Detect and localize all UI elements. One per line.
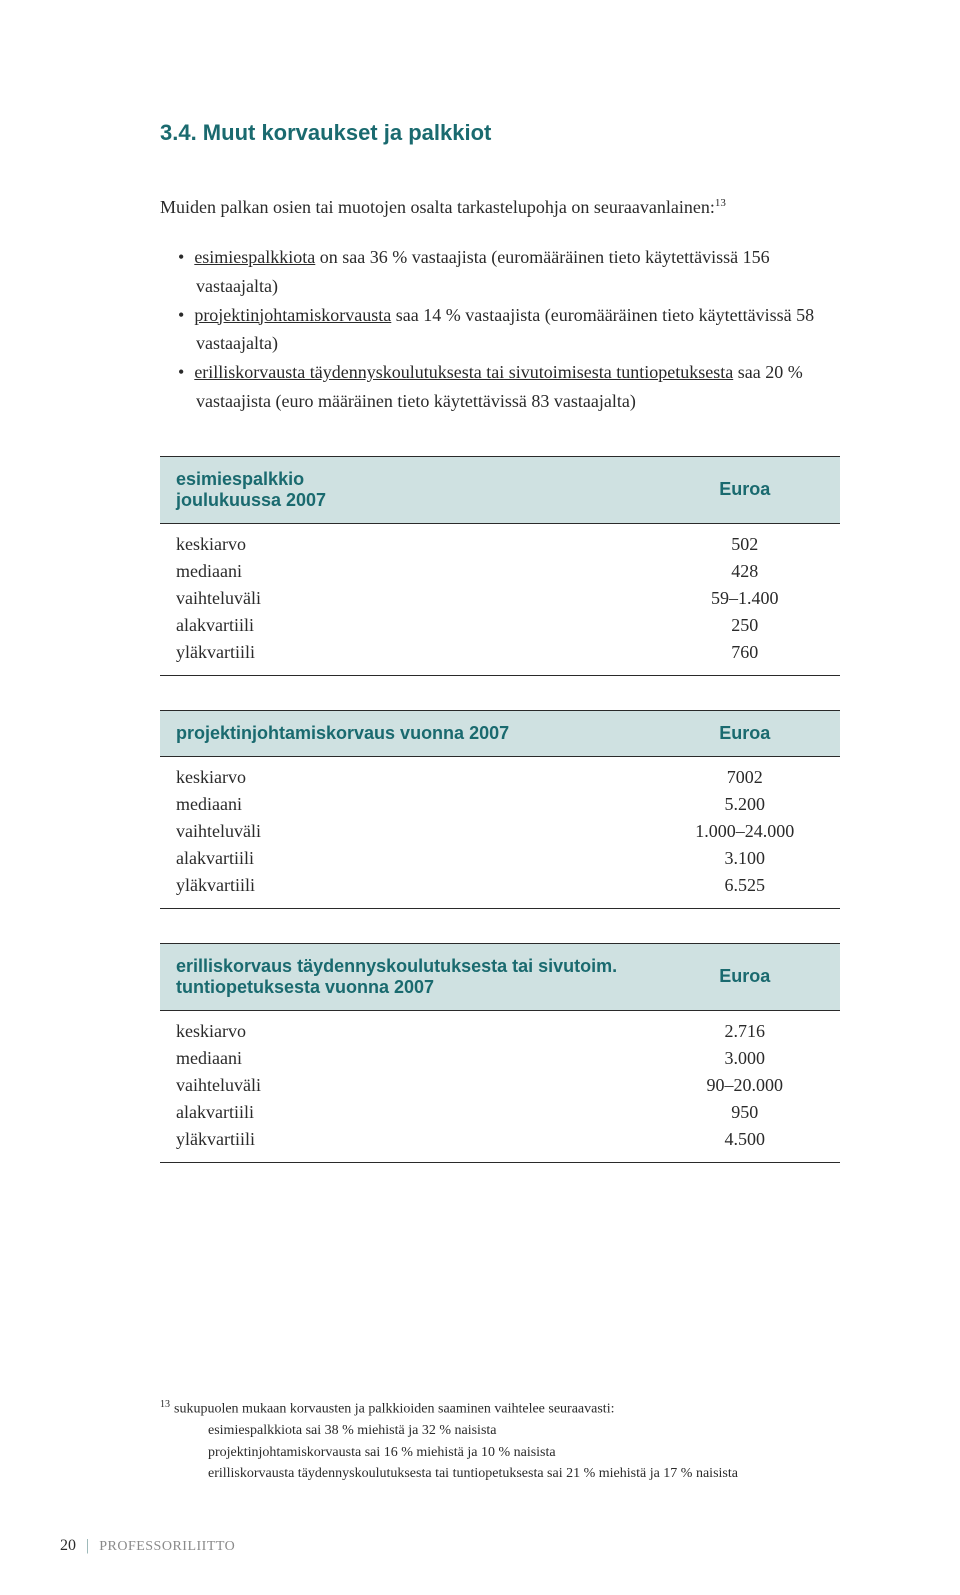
table-title-line: erilliskorvaus täydennyskoulutuksesta ta… <box>176 956 617 976</box>
table-row: mediaani5.200 <box>160 791 840 818</box>
intro-text: Muiden palkan osien tai muotojen osalta … <box>160 197 715 217</box>
footnote-lead: sukupuolen mukaan korvausten ja palkkioi… <box>174 1401 614 1416</box>
row-value: 5.200 <box>650 791 840 818</box>
table-row: vaihteluväli1.000–24.000 <box>160 818 840 845</box>
row-label: yläkvartiili <box>160 872 650 909</box>
row-label: yläkvartiili <box>160 1126 650 1163</box>
table-projektinjohtamiskorvaus: projektinjohtamiskorvaus vuonna 2007 Eur… <box>160 710 840 909</box>
footnote-number: 13 <box>160 1399 170 1410</box>
table-title-line: esimiespalkkio <box>176 469 304 489</box>
bullet-underline: erilliskorvausta täydennyskoulutuksesta … <box>194 362 733 382</box>
table-header-row: esimiespalkkio joulukuussa 2007 Euroa <box>160 456 840 523</box>
bullet-list: esimiespalkkiota on saa 36 % vastaajista… <box>160 243 840 416</box>
list-item: erilliskorvausta täydennyskoulutuksesta … <box>178 358 840 416</box>
row-label: yläkvartiili <box>160 639 650 676</box>
table-row: mediaani428 <box>160 558 840 585</box>
table-row: keskiarvo2.716 <box>160 1010 840 1045</box>
row-label: alakvartiili <box>160 845 650 872</box>
row-label: mediaani <box>160 791 650 818</box>
row-label: keskiarvo <box>160 523 650 558</box>
row-value: 502 <box>650 523 840 558</box>
row-label: alakvartiili <box>160 1099 650 1126</box>
row-label: mediaani <box>160 558 650 585</box>
table-col-euroa: Euroa <box>650 456 840 523</box>
page: 3.4. Muut korvaukset ja palkkiot Muiden … <box>0 0 960 1595</box>
list-item: projektinjohtamiskorvausta saa 14 % vast… <box>178 301 840 359</box>
footer-org: PROFESSORILIITTO <box>99 1539 235 1554</box>
row-label: vaihteluväli <box>160 818 650 845</box>
table-row: yläkvartiili4.500 <box>160 1126 840 1163</box>
table-row: keskiarvo502 <box>160 523 840 558</box>
row-value: 59–1.400 <box>650 585 840 612</box>
table-row: vaihteluväli90–20.000 <box>160 1072 840 1099</box>
row-value: 7002 <box>650 756 840 791</box>
footnote-marker: 13 <box>715 197 726 209</box>
footer-separator: | <box>86 1537 89 1554</box>
row-value: 760 <box>650 639 840 676</box>
table-col-euroa: Euroa <box>650 710 840 756</box>
table-row: mediaani3.000 <box>160 1045 840 1072</box>
intro-paragraph: Muiden palkan osien tai muotojen osalta … <box>160 194 840 221</box>
table-esimiespalkkio: esimiespalkkio joulukuussa 2007 Euroa ke… <box>160 456 840 676</box>
table-row: vaihteluväli59–1.400 <box>160 585 840 612</box>
table-erilliskorvaus: erilliskorvaus täydennyskoulutuksesta ta… <box>160 943 840 1163</box>
row-label: keskiarvo <box>160 756 650 791</box>
row-value: 3.100 <box>650 845 840 872</box>
footnote-lead-line: 13 sukupuolen mukaan korvausten ja palkki… <box>160 1397 840 1420</box>
row-label: keskiarvo <box>160 1010 650 1045</box>
row-value: 950 <box>650 1099 840 1126</box>
bullet-underline: projektinjohtamiskorvausta <box>194 305 391 325</box>
row-label: vaihteluväli <box>160 1072 650 1099</box>
footnote-line: esimiespalkkiota sai 38 % miehistä ja 32… <box>160 1420 840 1442</box>
table-row: alakvartiili3.100 <box>160 845 840 872</box>
footnote: 13 sukupuolen mukaan korvausten ja palkki… <box>160 1397 840 1485</box>
footnote-line: erilliskorvausta täydennyskoulutuksesta … <box>160 1463 840 1485</box>
table-title-line: joulukuussa 2007 <box>176 490 326 510</box>
table-row: yläkvartiili6.525 <box>160 872 840 909</box>
row-value: 4.500 <box>650 1126 840 1163</box>
table-row: keskiarvo7002 <box>160 756 840 791</box>
table-row: alakvartiili950 <box>160 1099 840 1126</box>
row-label: mediaani <box>160 1045 650 1072</box>
table-header-row: erilliskorvaus täydennyskoulutuksesta ta… <box>160 943 840 1010</box>
row-value: 6.525 <box>650 872 840 909</box>
row-value: 250 <box>650 612 840 639</box>
section-heading: 3.4. Muut korvaukset ja palkkiot <box>160 120 840 146</box>
footnote-line: projektinjohtamiskorvausta sai 16 % mieh… <box>160 1442 840 1464</box>
row-value: 90–20.000 <box>650 1072 840 1099</box>
table-title: erilliskorvaus täydennyskoulutuksesta ta… <box>160 943 650 1010</box>
row-label: alakvartiili <box>160 612 650 639</box>
page-number: 20 <box>60 1537 76 1554</box>
table-title: esimiespalkkio joulukuussa 2007 <box>160 456 650 523</box>
row-value: 428 <box>650 558 840 585</box>
table-header-row: projektinjohtamiskorvaus vuonna 2007 Eur… <box>160 710 840 756</box>
table-col-euroa: Euroa <box>650 943 840 1010</box>
table-title-line: tuntiopetuksesta vuonna 2007 <box>176 977 434 997</box>
table-title: projektinjohtamiskorvaus vuonna 2007 <box>160 710 650 756</box>
row-value: 3.000 <box>650 1045 840 1072</box>
table-row: alakvartiili250 <box>160 612 840 639</box>
page-footer: 20 | PROFESSORILIITTO <box>60 1537 235 1555</box>
list-item: esimiespalkkiota on saa 36 % vastaajista… <box>178 243 840 301</box>
row-label: vaihteluväli <box>160 585 650 612</box>
table-row: yläkvartiili760 <box>160 639 840 676</box>
row-value: 2.716 <box>650 1010 840 1045</box>
row-value: 1.000–24.000 <box>650 818 840 845</box>
bullet-underline: esimiespalkkiota <box>194 247 315 267</box>
